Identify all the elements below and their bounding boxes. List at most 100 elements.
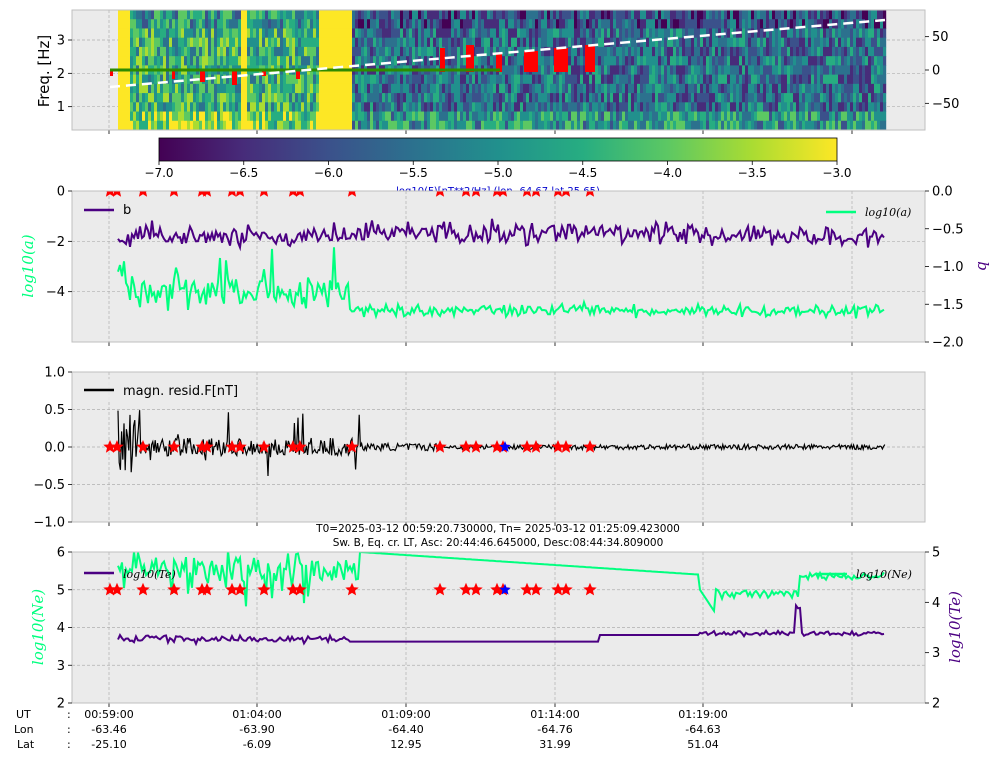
heatmap-cell <box>769 83 773 94</box>
heatmap-cell <box>664 65 668 76</box>
heatmap-cell <box>316 74 320 85</box>
heatmap-cell <box>532 19 536 29</box>
heatmap-cell <box>715 120 719 130</box>
heatmap-cell <box>175 56 179 66</box>
heatmap-cell <box>748 10 752 20</box>
heatmap-cell <box>259 102 263 112</box>
heatmap-cell <box>553 111 557 122</box>
heatmap-cell <box>475 111 479 122</box>
heatmap-cell <box>865 102 869 112</box>
heatmap-cell <box>859 102 863 112</box>
heatmap-cell <box>370 28 374 39</box>
heatmap-cell <box>574 10 578 20</box>
heatmap-cell <box>424 102 428 112</box>
heatmap-cell <box>526 120 530 130</box>
heatmap-cell <box>262 56 266 66</box>
heatmap-cell <box>244 102 248 112</box>
heatmap-cell <box>118 93 122 103</box>
heatmap-cell <box>382 120 386 130</box>
heatmap-cell <box>733 56 737 66</box>
heatmap-cell <box>439 10 443 20</box>
heatmap-cell <box>253 37 257 48</box>
heatmap-cell <box>670 83 674 94</box>
heatmap-cell <box>808 74 812 85</box>
heatmap-cell <box>487 56 491 66</box>
heatmap-cell <box>649 111 653 122</box>
heatmap-cell <box>715 111 719 122</box>
heatmap-cell <box>667 111 671 122</box>
heatmap-cell <box>481 37 485 48</box>
heatmap-cell <box>250 28 254 39</box>
red-star-marker <box>105 191 115 197</box>
heatmap-cell <box>298 46 302 57</box>
heatmap-cell <box>523 120 527 130</box>
heatmap-cell <box>493 37 497 48</box>
heatmap-cell <box>205 56 209 66</box>
heatmap-cell <box>808 28 812 39</box>
heatmap-cell <box>175 120 179 130</box>
heatmap-cell <box>835 56 839 66</box>
heatmap-cell <box>628 120 632 130</box>
heatmap-cell <box>556 10 560 20</box>
heatmap-cell <box>763 102 767 112</box>
heatmap-cell <box>508 28 512 39</box>
heatmap-cell <box>316 93 320 103</box>
heatmap-cell <box>862 83 866 94</box>
heatmap-cell <box>574 65 578 76</box>
heatmap-cell <box>355 93 359 103</box>
heatmap-cell <box>805 37 809 48</box>
heatmap-cell <box>517 93 521 103</box>
heatmap-cell <box>541 19 545 29</box>
heatmap-cell <box>799 37 803 48</box>
heatmap-cell <box>766 74 770 85</box>
heatmap-cell <box>373 46 377 57</box>
heatmap-cell <box>715 37 719 48</box>
heatmap-cell <box>622 28 626 39</box>
heatmap-cell <box>238 102 242 112</box>
heatmap-cell <box>415 93 419 103</box>
heatmap-cell <box>466 111 470 122</box>
heatmap-cell <box>823 28 827 39</box>
panel3-legend-box <box>80 379 250 401</box>
heatmap-cell <box>571 19 575 29</box>
heatmap-cell <box>118 46 122 57</box>
heatmap-cell <box>385 46 389 57</box>
heatmap-cell <box>571 46 575 57</box>
heatmap-cell <box>331 111 335 122</box>
heatmap-cell <box>679 10 683 20</box>
heatmap-cell <box>730 65 734 76</box>
heatmap-cell <box>832 28 836 39</box>
heatmap-cell <box>421 10 425 20</box>
heatmap-cell <box>331 93 335 103</box>
heatmap-cell <box>514 74 518 85</box>
y2tick-label: −50 <box>932 97 959 112</box>
heatmap-cell <box>355 120 359 130</box>
heatmap-cell <box>664 37 668 48</box>
x-tick-lat: -25.10 <box>91 738 126 751</box>
heatmap-cell <box>508 37 512 48</box>
red-star-marker <box>136 440 150 453</box>
heatmap-cell <box>517 102 521 112</box>
heatmap-cell <box>655 19 659 29</box>
heatmap-cell <box>298 93 302 103</box>
red-star-marker <box>293 440 307 453</box>
heatmap-cell <box>286 102 290 112</box>
heatmap-cell <box>868 65 872 76</box>
heatmap-cell <box>868 111 872 122</box>
ytick-label: 4 <box>57 621 65 636</box>
colorbar: −7.0−6.5−6.0−5.5−5.0−4.5−4.0−3.5−3.0 log… <box>144 137 852 197</box>
heatmap-cell <box>556 102 560 112</box>
heatmap-cell <box>589 74 593 85</box>
red-star-marker <box>559 582 573 596</box>
heatmap-cell <box>373 111 377 122</box>
heatmap-cell <box>619 19 623 29</box>
heatmap-cell <box>817 46 821 57</box>
heatmap-cell <box>685 83 689 94</box>
y2tick-label: −1.5 <box>932 298 964 313</box>
heatmap-cell <box>613 111 617 122</box>
heatmap-cell <box>304 37 308 48</box>
heatmap-cell <box>661 46 665 57</box>
heatmap-cell <box>595 83 599 94</box>
heatmap-cell <box>844 120 848 130</box>
heatmap-cell <box>211 74 215 85</box>
